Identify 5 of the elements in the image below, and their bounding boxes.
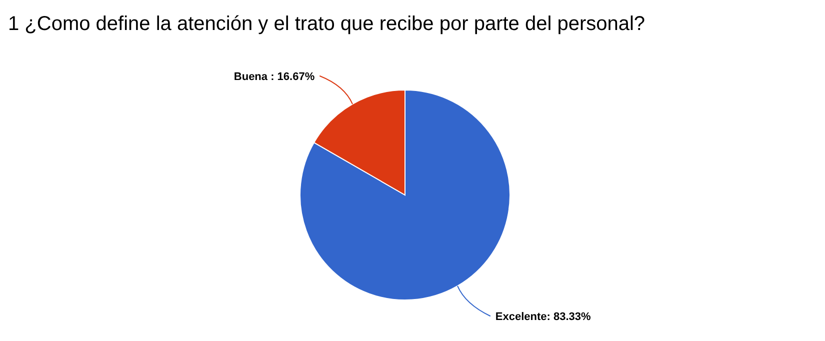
- chart-title: 1 ¿Como define la atención y el trato que recibe por parte del personal?: [8, 13, 646, 35]
- slice-label: Excelente: [495, 311, 547, 324]
- data-label: : 83.33%: [546, 311, 592, 324]
- slice-label: Buena: [234, 70, 268, 83]
- data-label: : 16.67%: [268, 70, 315, 83]
